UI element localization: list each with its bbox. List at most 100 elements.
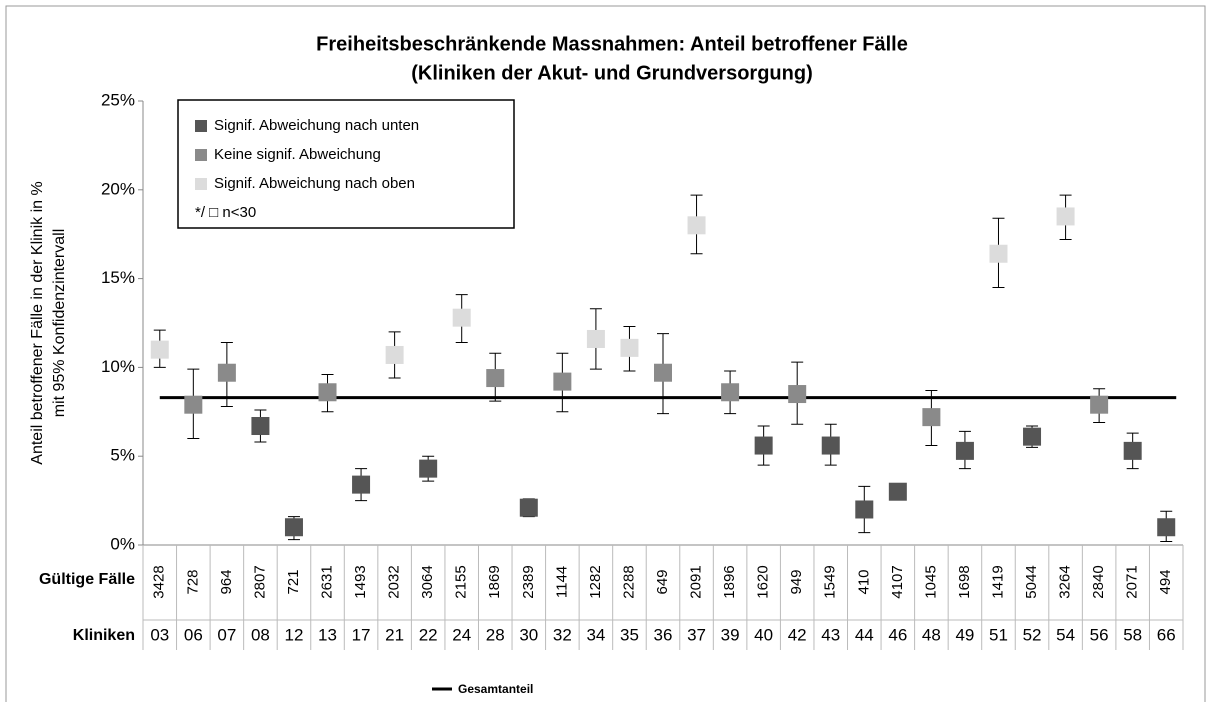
marker (721, 383, 740, 402)
case-count: 1698 (956, 565, 973, 598)
case-count: 2071 (1124, 565, 1141, 598)
x-tick-label: 34 (586, 625, 605, 644)
marker (217, 363, 236, 382)
marker (1123, 441, 1142, 460)
x-tick-label: 43 (821, 625, 840, 644)
case-count: 1549 (822, 565, 839, 598)
x-tick-label: 22 (419, 625, 438, 644)
case-count: 721 (285, 569, 302, 594)
row-label: Kliniken (73, 627, 135, 644)
x-tick-label: 28 (486, 625, 505, 644)
marker (318, 383, 337, 402)
marker (687, 216, 706, 235)
x-tick-label: 54 (1056, 625, 1075, 644)
marker (654, 363, 672, 382)
row-label: Gültige Fälle (39, 571, 135, 588)
chart-subtitle: (Kliniken der Akut- und Grundversorgung) (411, 62, 812, 84)
marker (586, 329, 605, 348)
chart-border (5, 5, 1206, 702)
x-tick-label: 13 (318, 625, 337, 644)
case-count: 494 (1157, 569, 1174, 594)
marker (1023, 427, 1042, 446)
marker (452, 308, 471, 327)
marker (184, 395, 203, 414)
marker (150, 340, 169, 359)
x-tick-label: 07 (217, 625, 236, 644)
marker (251, 417, 270, 436)
case-count: 2807 (251, 565, 268, 598)
y-axis-label: Anteil betroffener Fälle in der Klinik i… (29, 181, 46, 464)
reference-legend-label: Gesamtanteil (458, 682, 533, 696)
marker (1056, 207, 1075, 226)
case-count: 3428 (151, 565, 168, 598)
legend-note: */ □ n<30 (195, 204, 256, 221)
case-count: 1896 (721, 565, 738, 598)
marker (1090, 395, 1109, 414)
case-count: 2288 (620, 565, 637, 598)
x-tick-label: 08 (251, 625, 270, 644)
marker (788, 385, 807, 404)
marker (553, 372, 572, 391)
x-tick-label: 46 (888, 625, 907, 644)
x-tick-label: 35 (620, 625, 639, 644)
y-tick-label: 20% (101, 179, 135, 198)
x-tick-label: 51 (989, 625, 1008, 644)
legend-label: Signif. Abweichung nach oben (214, 175, 415, 192)
case-count: 2032 (386, 565, 403, 598)
case-count: 2155 (453, 565, 470, 598)
case-count: 1144 (553, 566, 570, 598)
x-tick-label: 36 (654, 625, 673, 644)
y-tick-label: 25% (101, 90, 135, 109)
marker (1157, 518, 1176, 537)
x-tick-label: 42 (788, 625, 807, 644)
x-tick-label: 48 (922, 625, 941, 644)
x-tick-label: 37 (687, 625, 706, 644)
marker (352, 475, 371, 494)
legend-label: Keine signif. Abweichung (214, 146, 381, 163)
x-tick-label: 44 (855, 625, 874, 644)
case-count: 728 (184, 569, 201, 594)
case-count: 1869 (486, 565, 503, 598)
legend-swatch (195, 149, 207, 161)
x-tick-label: 49 (955, 625, 974, 644)
y-tick-label: 0% (110, 534, 135, 553)
marker (855, 500, 874, 519)
x-tick-label: 66 (1157, 625, 1176, 644)
marker (419, 459, 438, 478)
x-tick-label: 12 (285, 625, 304, 644)
legend-swatch (195, 178, 207, 190)
case-count: 4107 (889, 565, 906, 598)
case-count: 949 (788, 569, 805, 594)
marker (519, 498, 538, 517)
marker (754, 436, 773, 455)
case-count: 1419 (989, 565, 1006, 598)
x-tick-label: 17 (352, 625, 371, 644)
marker (486, 369, 505, 388)
x-tick-label: 03 (150, 625, 169, 644)
legend-swatch (195, 120, 207, 132)
x-tick-label: 21 (385, 625, 404, 644)
case-count: 2840 (1090, 565, 1107, 598)
case-count: 1045 (922, 565, 939, 598)
x-tick-label: 56 (1090, 625, 1109, 644)
x-tick-label: 52 (1023, 625, 1042, 644)
marker (385, 345, 404, 364)
y-axis-label: mit 95% Konfidenzintervall (51, 229, 68, 418)
case-count: 1282 (587, 565, 604, 598)
y-tick-label: 15% (101, 268, 135, 287)
x-tick-label: 32 (553, 625, 572, 644)
x-tick-label: 24 (452, 625, 471, 644)
x-tick-label: 30 (519, 625, 538, 644)
case-count: 1620 (755, 565, 772, 598)
case-count: 649 (654, 569, 671, 594)
marker (888, 482, 907, 501)
x-tick-label: 39 (721, 625, 740, 644)
x-tick-label: 40 (754, 625, 773, 644)
legend-label: Signif. Abweichung nach unten (214, 117, 419, 134)
marker (922, 408, 941, 427)
chart-title: Freiheitsbeschränkende Massnahmen: Antei… (316, 33, 908, 55)
case-count: 964 (218, 569, 235, 594)
y-tick-label: 5% (110, 446, 135, 465)
marker (955, 441, 974, 460)
